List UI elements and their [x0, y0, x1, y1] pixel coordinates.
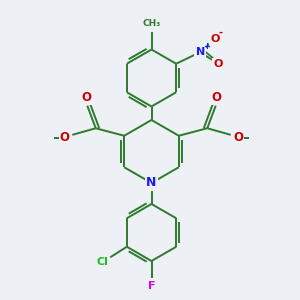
Text: N: N	[146, 176, 157, 190]
Text: CH₃: CH₃	[142, 20, 160, 28]
Text: N: N	[196, 47, 205, 57]
Text: O: O	[214, 59, 223, 69]
Text: O: O	[211, 91, 221, 104]
Text: -: -	[219, 28, 223, 38]
Text: O: O	[82, 91, 92, 104]
Text: F: F	[148, 280, 155, 291]
Text: Cl: Cl	[96, 257, 108, 267]
Text: O: O	[210, 34, 220, 44]
Text: +: +	[203, 42, 210, 51]
Text: O: O	[233, 131, 243, 144]
Text: O: O	[60, 131, 70, 144]
